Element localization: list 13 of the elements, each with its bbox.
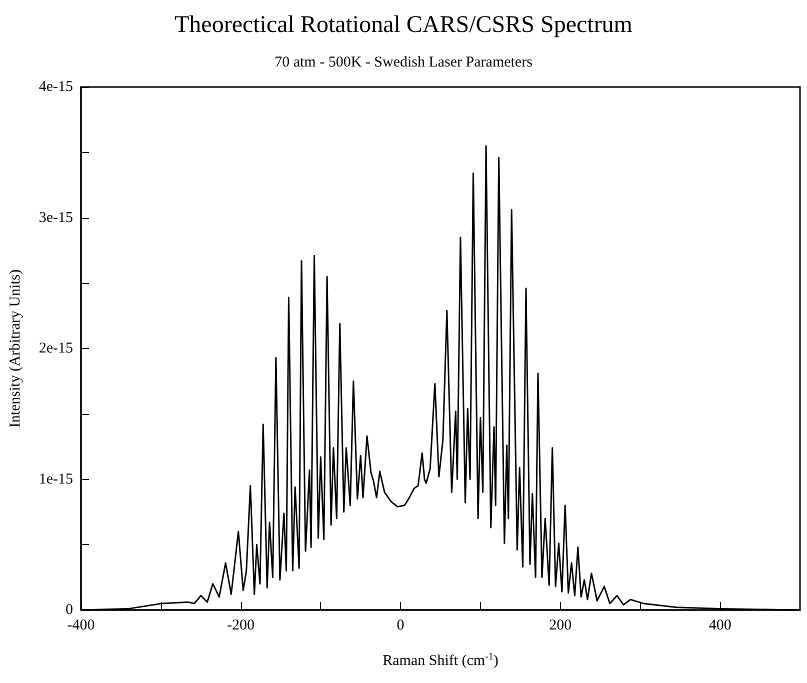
y-tick-label: 3e-15 xyxy=(38,210,73,226)
chart-subtitle: 70 atm - 500K - Swedish Laser Parameters xyxy=(274,54,533,70)
x-tick-label: -400 xyxy=(67,618,95,634)
y-tick-label: 0 xyxy=(66,602,73,618)
y-tick-label: 4e-15 xyxy=(38,79,73,95)
x-tick-label: 200 xyxy=(549,618,572,634)
y-tick-label: 2e-15 xyxy=(38,340,73,356)
x-tick-label: -200 xyxy=(227,618,255,634)
y-tick-label: 1e-15 xyxy=(38,471,73,488)
x-tick-label: 0 xyxy=(396,618,404,634)
x-tick-label: 400 xyxy=(708,618,732,634)
chart-title: Theorectical Rotational CARS/CSRS Spectrum xyxy=(174,12,633,38)
y-axis-title: Intensity (Arbitrary Units) xyxy=(8,269,24,428)
